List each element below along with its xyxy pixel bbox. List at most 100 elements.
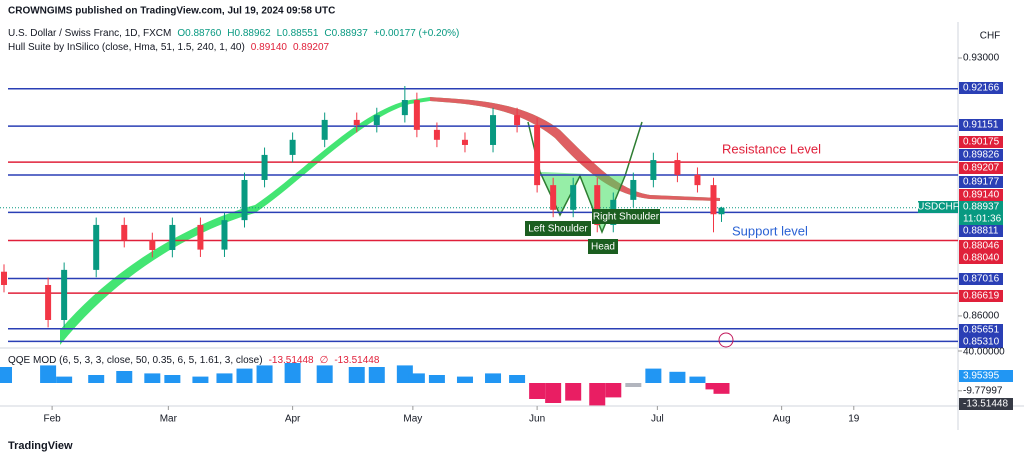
- qqe-bar: [396, 365, 413, 383]
- price-label-box: [959, 162, 1003, 174]
- qqe-bar: [348, 367, 365, 383]
- price-label: 0.89177: [963, 177, 1000, 188]
- price-label: 0.85310: [963, 337, 1000, 348]
- ohlc-value: H0.88962: [227, 28, 271, 39]
- price-label: 0.86619: [963, 291, 1000, 302]
- symbol-line: U.S. Dollar / Swiss Franc, 1D, FXCM O0.88…: [8, 28, 459, 39]
- x-tick-label: 19: [848, 414, 860, 425]
- candle-body: [570, 185, 577, 210]
- qqe-bar: [88, 375, 105, 383]
- qqe-bar: [0, 367, 13, 383]
- ohlc-value: L0.88551: [277, 28, 319, 39]
- alert-icon[interactable]: [718, 332, 734, 348]
- qqe-bar: [216, 373, 233, 383]
- currency: CHF: [980, 31, 1001, 42]
- qqe-line: QQE MOD (6, 5, 3, 3, close, 50, 0.35, 6,…: [8, 355, 380, 366]
- candle-body: [149, 240, 156, 250]
- right-shoulder: Right Shoulder: [593, 212, 660, 223]
- qqe-value: -13.51448: [269, 355, 314, 366]
- ohlc-value: C0.88937: [324, 28, 368, 39]
- candle-body: [401, 100, 408, 116]
- candle-body: [93, 224, 100, 270]
- head: Head: [591, 242, 615, 253]
- symbol-tag: USDCHF: [917, 202, 959, 213]
- candle-body: [197, 224, 204, 250]
- x-tick-label: May: [403, 414, 422, 425]
- price-label-box: [959, 149, 1003, 161]
- qqe-bar: [164, 375, 181, 383]
- footer: TradingView: [8, 440, 73, 452]
- hull-title: Hull Suite by InSilico (close, Hma, 51, …: [8, 42, 245, 53]
- qqe-label: -9.77997: [963, 386, 1003, 397]
- candle-body: [221, 220, 228, 250]
- x-tick-label: Mar: [160, 414, 178, 425]
- head-box: [588, 239, 618, 254]
- qqe-value: ∅: [320, 355, 329, 366]
- price-label: 0.89140: [963, 190, 1000, 201]
- qqe-bar: [116, 371, 133, 383]
- right-shoulder-box: [592, 209, 660, 224]
- x-tick-label: Aug: [773, 414, 791, 425]
- qqe-label: 40.00000: [963, 347, 1005, 358]
- qqe-bar: [316, 365, 333, 383]
- support-label: Support level: [732, 223, 808, 238]
- candle-body: [261, 154, 268, 180]
- hull-band-down: [430, 97, 720, 201]
- candle-body: [413, 100, 420, 130]
- candle-body: [534, 125, 541, 186]
- qqe-label: 3.95395: [963, 371, 1000, 382]
- price-label-box: [959, 252, 1003, 264]
- qqe-bar: [236, 368, 253, 383]
- symbol-title: U.S. Dollar / Swiss Franc, 1D, FXCM: [8, 28, 171, 39]
- price-label-box: [959, 189, 1003, 201]
- price-label-box: [959, 176, 1003, 188]
- qqe-bar: [485, 373, 502, 383]
- price-label: 0.89207: [963, 163, 1000, 174]
- hull-line: Hull Suite by InSilico (close, Hma, 51, …: [8, 42, 330, 53]
- candle-body: [353, 119, 360, 126]
- candle-body: [630, 179, 637, 200]
- qqe-label: -13.51448: [963, 399, 1008, 410]
- candle-body: [373, 115, 380, 126]
- price-label: 0.90175: [963, 137, 1000, 148]
- candle-body: [718, 207, 725, 215]
- qqe-bar: [284, 363, 301, 383]
- price-label: 0.86000: [963, 311, 1000, 322]
- price-label: 0.88937: [963, 202, 1000, 213]
- qqe-bar: [144, 373, 161, 383]
- left-shoulder: Left Shoulder: [528, 224, 588, 235]
- qqe-bar: [368, 367, 385, 383]
- candle-body: [61, 269, 68, 320]
- price-label-box: [959, 136, 1003, 148]
- price-label: 0.88046: [963, 241, 1000, 252]
- x-tick-label: Jun: [529, 414, 545, 425]
- candle-body: [710, 185, 717, 215]
- candle-body: [321, 119, 328, 140]
- resistance-label: Resistance Level: [722, 141, 821, 156]
- price-label: 0.92166: [963, 83, 1000, 94]
- qqe-bar: [456, 376, 473, 383]
- qqe-bar: [192, 376, 209, 383]
- candle-body: [169, 224, 176, 250]
- candle-body: [45, 284, 52, 320]
- qqe-value: -13.51448: [334, 355, 379, 366]
- qqe-bar: [565, 383, 582, 401]
- price-label: 0.91151: [963, 120, 999, 131]
- qqe-bar: [509, 375, 526, 383]
- qqe-bar: [56, 376, 73, 383]
- price-label-box: [959, 273, 1003, 285]
- candle-body: [594, 185, 601, 225]
- qqe-bar: [689, 376, 706, 383]
- qqe-bar: [589, 383, 606, 406]
- x-tick-label: Feb: [43, 414, 61, 425]
- candle-body: [550, 185, 557, 210]
- ohlc-value: O0.88760: [177, 28, 221, 39]
- qqe-title: QQE MOD (6, 5, 3, 3, close, 50, 0.35, 6,…: [8, 355, 263, 366]
- price-label-box: [959, 225, 1003, 237]
- price-label-box: [959, 240, 1003, 252]
- qqe-bar: [669, 371, 686, 383]
- ohlc-value: +0.00177 (+0.20%): [374, 28, 460, 39]
- price-label-box: [959, 336, 1003, 348]
